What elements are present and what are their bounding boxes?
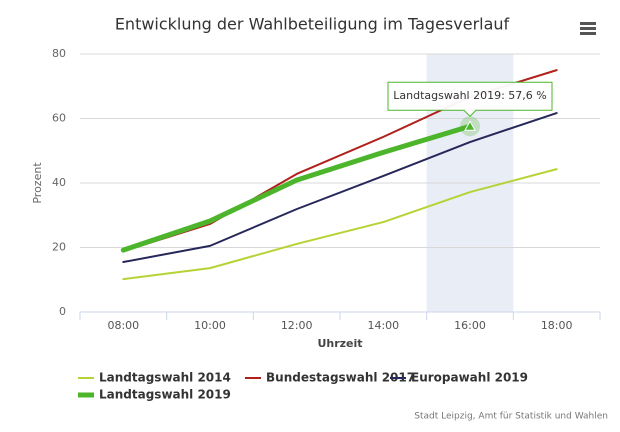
series-line — [120, 123, 473, 253]
legend-item[interactable]: Europawahl 2019 — [390, 371, 528, 385]
x-tick-label: 08:00 — [107, 319, 139, 332]
legend-label: Europawahl 2019 — [411, 371, 528, 385]
credits: Stadt Leipzig, Amt für Statistik und Wah… — [414, 412, 608, 422]
tooltip: Landtagswahl 2019: 57,6 % — [387, 81, 553, 117]
y-axis-title: Prozent — [31, 162, 44, 204]
x-tick-label: 14:00 — [367, 319, 399, 332]
y-tick-label: 80 — [52, 47, 66, 60]
y-tick-label: 0 — [59, 305, 66, 318]
y-tick-label: 20 — [52, 241, 66, 254]
tooltip-box — [387, 81, 553, 117]
x-axis-title: Uhrzeit — [317, 337, 362, 350]
x-tick-label: 10:00 — [194, 319, 226, 332]
legend-item[interactable]: Landtagswahl 2014 — [78, 371, 231, 385]
hover-marker — [464, 120, 476, 131]
series-line — [122, 112, 558, 264]
x-tick-label: 12:00 — [281, 319, 313, 332]
y-tick-label: 40 — [52, 176, 66, 189]
x-tick-label: 16:00 — [454, 319, 486, 332]
x-tick-label: 18:00 — [541, 319, 573, 332]
legend-item[interactable]: Bundestagswahl 2017 — [245, 371, 415, 385]
legend-item[interactable]: Landtagswahl 2019 — [78, 388, 231, 402]
menu-button[interactable] — [580, 22, 596, 35]
legend-label: Landtagswahl 2019 — [99, 388, 231, 402]
legend-label: Landtagswahl 2014 — [99, 371, 231, 385]
series-line — [122, 168, 558, 281]
y-tick-label: 60 — [52, 112, 66, 125]
tooltip-text: Landtagswahl 2019: 57,6 % — [393, 89, 547, 102]
chart-title: Entwicklung der Wahlbeteiligung im Tages… — [115, 15, 510, 34]
legend-label: Bundestagswahl 2017 — [266, 371, 415, 385]
